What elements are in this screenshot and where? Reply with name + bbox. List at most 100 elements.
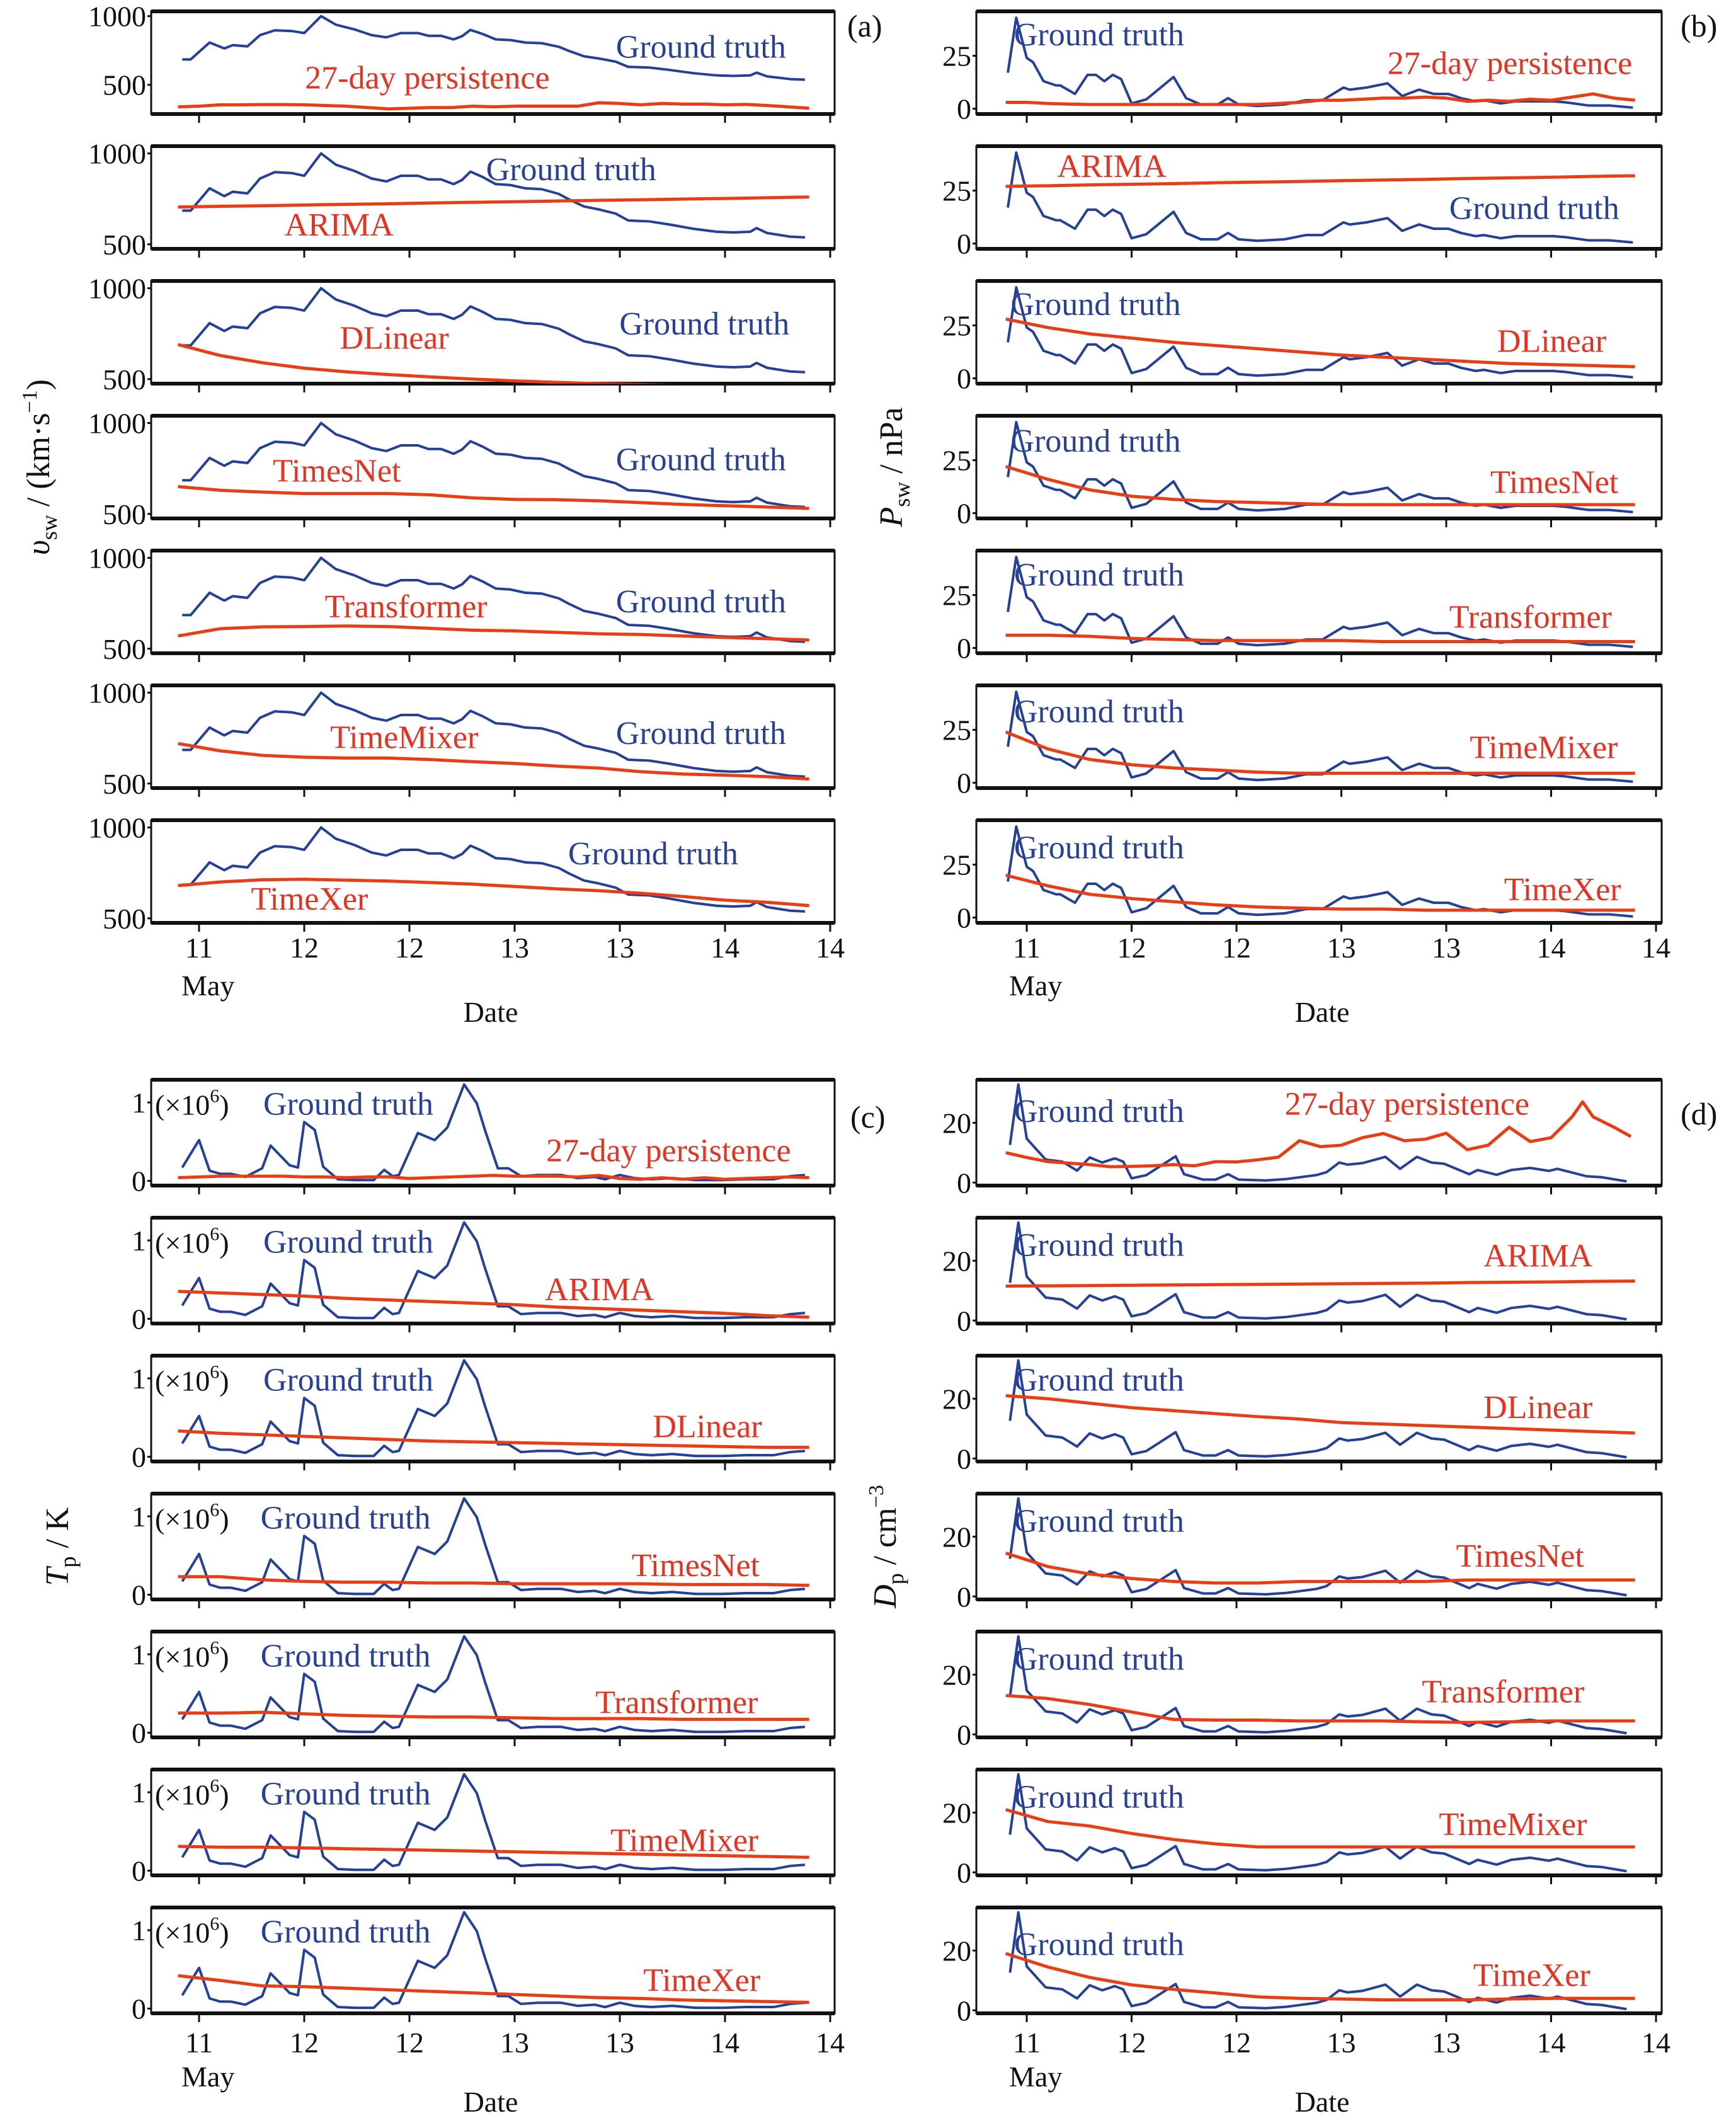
subplot-27-day-persistence: 0 1 (×106) Ground truth 27-day persistence (132, 1078, 836, 1198)
model-label: DLinear (1497, 323, 1606, 359)
forecast-line (1005, 1279, 1635, 1288)
x-tick-label: 12 (290, 932, 319, 964)
ground-truth-line (181, 1773, 806, 1872)
y-tick-label: 25 (942, 445, 971, 477)
ground-truth-label: Ground truth (1010, 287, 1180, 323)
subplot-transformer: 0 25 Ground truth Transformer (942, 549, 1663, 665)
ground-truth-line (1008, 1083, 1627, 1183)
y-tick-label: 0 (957, 1443, 971, 1475)
y-tick-label: 1 (132, 1501, 146, 1533)
x-axis-label: Date (464, 2086, 518, 2116)
forecast-line (1005, 317, 1635, 369)
model-label: 27-day persistence (546, 1133, 791, 1169)
y-label-unit: / cm (867, 1507, 903, 1573)
x-tick-label: 12 (395, 2027, 424, 2059)
y-label-unit: / nPa (874, 407, 910, 481)
subplot-27-day-persistence: 0 20 Ground truth 27-day persistence (942, 1078, 1663, 1199)
forecast-line (1005, 1394, 1635, 1435)
ground-truth-label: Ground truth (616, 29, 786, 65)
x-tick-label: 11 (1013, 2027, 1041, 2059)
y-label-unit: / (km·s (21, 413, 57, 515)
multiplier-exponent: 6 (210, 1361, 219, 1382)
x-tick-label: 13 (1327, 2027, 1356, 2059)
y-tick-label: 1 (132, 1087, 146, 1119)
multiplier-prefix: (×10 (155, 1364, 210, 1397)
x-tick-label: 14 (1642, 2027, 1670, 2059)
x-tick-label: 14 (711, 932, 740, 964)
panel-d-group: (d) Dp / cm−3 0 20 Ground truth 27-day persis… (865, 1078, 1717, 2116)
ground-truth-label: Ground truth (1014, 694, 1184, 730)
subplot-dlinear: 500 1000 Ground truth DLinear (88, 273, 836, 396)
multiplier-label: (×106) (155, 1361, 229, 1397)
y-tick-label: 0 (957, 1856, 971, 1889)
model-label: DLinear (1483, 1390, 1592, 1426)
model-label: Transformer (325, 589, 488, 625)
y-label-close: ) (21, 379, 57, 390)
subplot-timesnet: 0 20 Ground truth TimesNet (942, 1492, 1663, 1613)
plot-frame (150, 1768, 836, 1877)
ground-truth-line (182, 152, 806, 239)
y-tick-label: 0 (132, 1855, 146, 1887)
subplot-timemixer: 0 25 Ground truth TimeMixer (942, 683, 1663, 799)
x-tick-label: 11 (185, 932, 213, 964)
y-tick-label: 500 (103, 633, 146, 665)
subplot-timemixer: 0 1 (×106) Ground truth TimeMixer (132, 1768, 836, 1887)
multiplier-suffix: ) (219, 1778, 229, 1810)
plot-frame (150, 1906, 836, 2015)
ground-truth-label: Ground truth (1014, 1094, 1184, 1129)
ground-truth-label: Ground truth (1014, 1641, 1184, 1677)
panel-letter: (a) (847, 8, 882, 43)
forecast-line (178, 1844, 809, 1859)
subplot-timexer: 0 25 11 12 12 13 13 14 14 Ground truth TimeXer (942, 818, 1670, 964)
subplot-transformer: 0 20 Ground truth Transformer (942, 1630, 1663, 1751)
x-tick-label: 13 (500, 932, 529, 964)
subplot-dlinear: 0 1 (×106) Ground truth DLinear (132, 1354, 836, 1473)
y-tick-label: 25 (942, 310, 971, 342)
forecast-line (178, 741, 809, 781)
model-label: TimeXer (1504, 872, 1621, 908)
multiplier-exponent: 6 (210, 1085, 219, 1106)
y-label-subscript: sw (889, 482, 915, 507)
multiplier-prefix: (×10 (155, 1778, 210, 1810)
multiplier-suffix: ) (219, 1916, 229, 1948)
y-tick-label: 20 (942, 1797, 971, 1829)
subplot-transformer: 0 1 (×106) Ground truth Transformer (132, 1630, 836, 1749)
x-tick-label: 11 (185, 2027, 213, 2059)
y-tick-label: 20 (942, 1107, 971, 1139)
y-tick-label: 1000 (88, 408, 146, 440)
forecast-line (178, 485, 809, 510)
y-axis-label: Dp / cm−3 (865, 1485, 908, 1609)
ground-truth-line (182, 826, 806, 913)
y-tick-label: 20 (942, 1935, 971, 1967)
forecast-line (178, 195, 809, 209)
subplot-timesnet: 0 25 Ground truth TimesNet (942, 414, 1663, 530)
forecast-line (178, 878, 809, 908)
ground-truth-label: Ground truth (261, 1500, 431, 1536)
y-tick-label: 0 (957, 228, 971, 260)
ground-truth-label: Ground truth (1014, 1503, 1184, 1539)
forecast-line (178, 1974, 809, 2004)
month-label: May (1009, 2061, 1062, 2093)
panel-letter: (c) (850, 1099, 886, 1135)
forecast-line (178, 1710, 809, 1721)
x-tick-label: 14 (1537, 932, 1566, 964)
multiplier-prefix: (×10 (155, 1227, 210, 1259)
plot-frame (975, 1078, 1663, 1187)
multiplier-label: (×106) (155, 1913, 229, 1948)
subplot-timesnet: 0 1 (×106) Ground truth TimesNet (132, 1492, 836, 1611)
model-label: DLinear (653, 1409, 762, 1444)
ground-truth-label: Ground truth (1449, 191, 1619, 227)
forecast-line (178, 101, 809, 111)
x-tick-label: 13 (500, 2027, 529, 2059)
x-axis-label: Date (464, 996, 518, 1028)
forecast-line (178, 1290, 809, 1319)
multiplier-exponent: 6 (210, 1499, 219, 1520)
month-label: May (1009, 969, 1062, 1002)
model-label: Transformer (1422, 1674, 1584, 1710)
y-tick-label: 500 (103, 903, 146, 935)
ground-truth-line (1007, 825, 1633, 918)
panel-a-group: (a) υsw / (km·s−1) 500 1000 Ground truth 27-d… (18, 1, 882, 1028)
x-tick-label: 12 (1117, 2027, 1146, 2059)
